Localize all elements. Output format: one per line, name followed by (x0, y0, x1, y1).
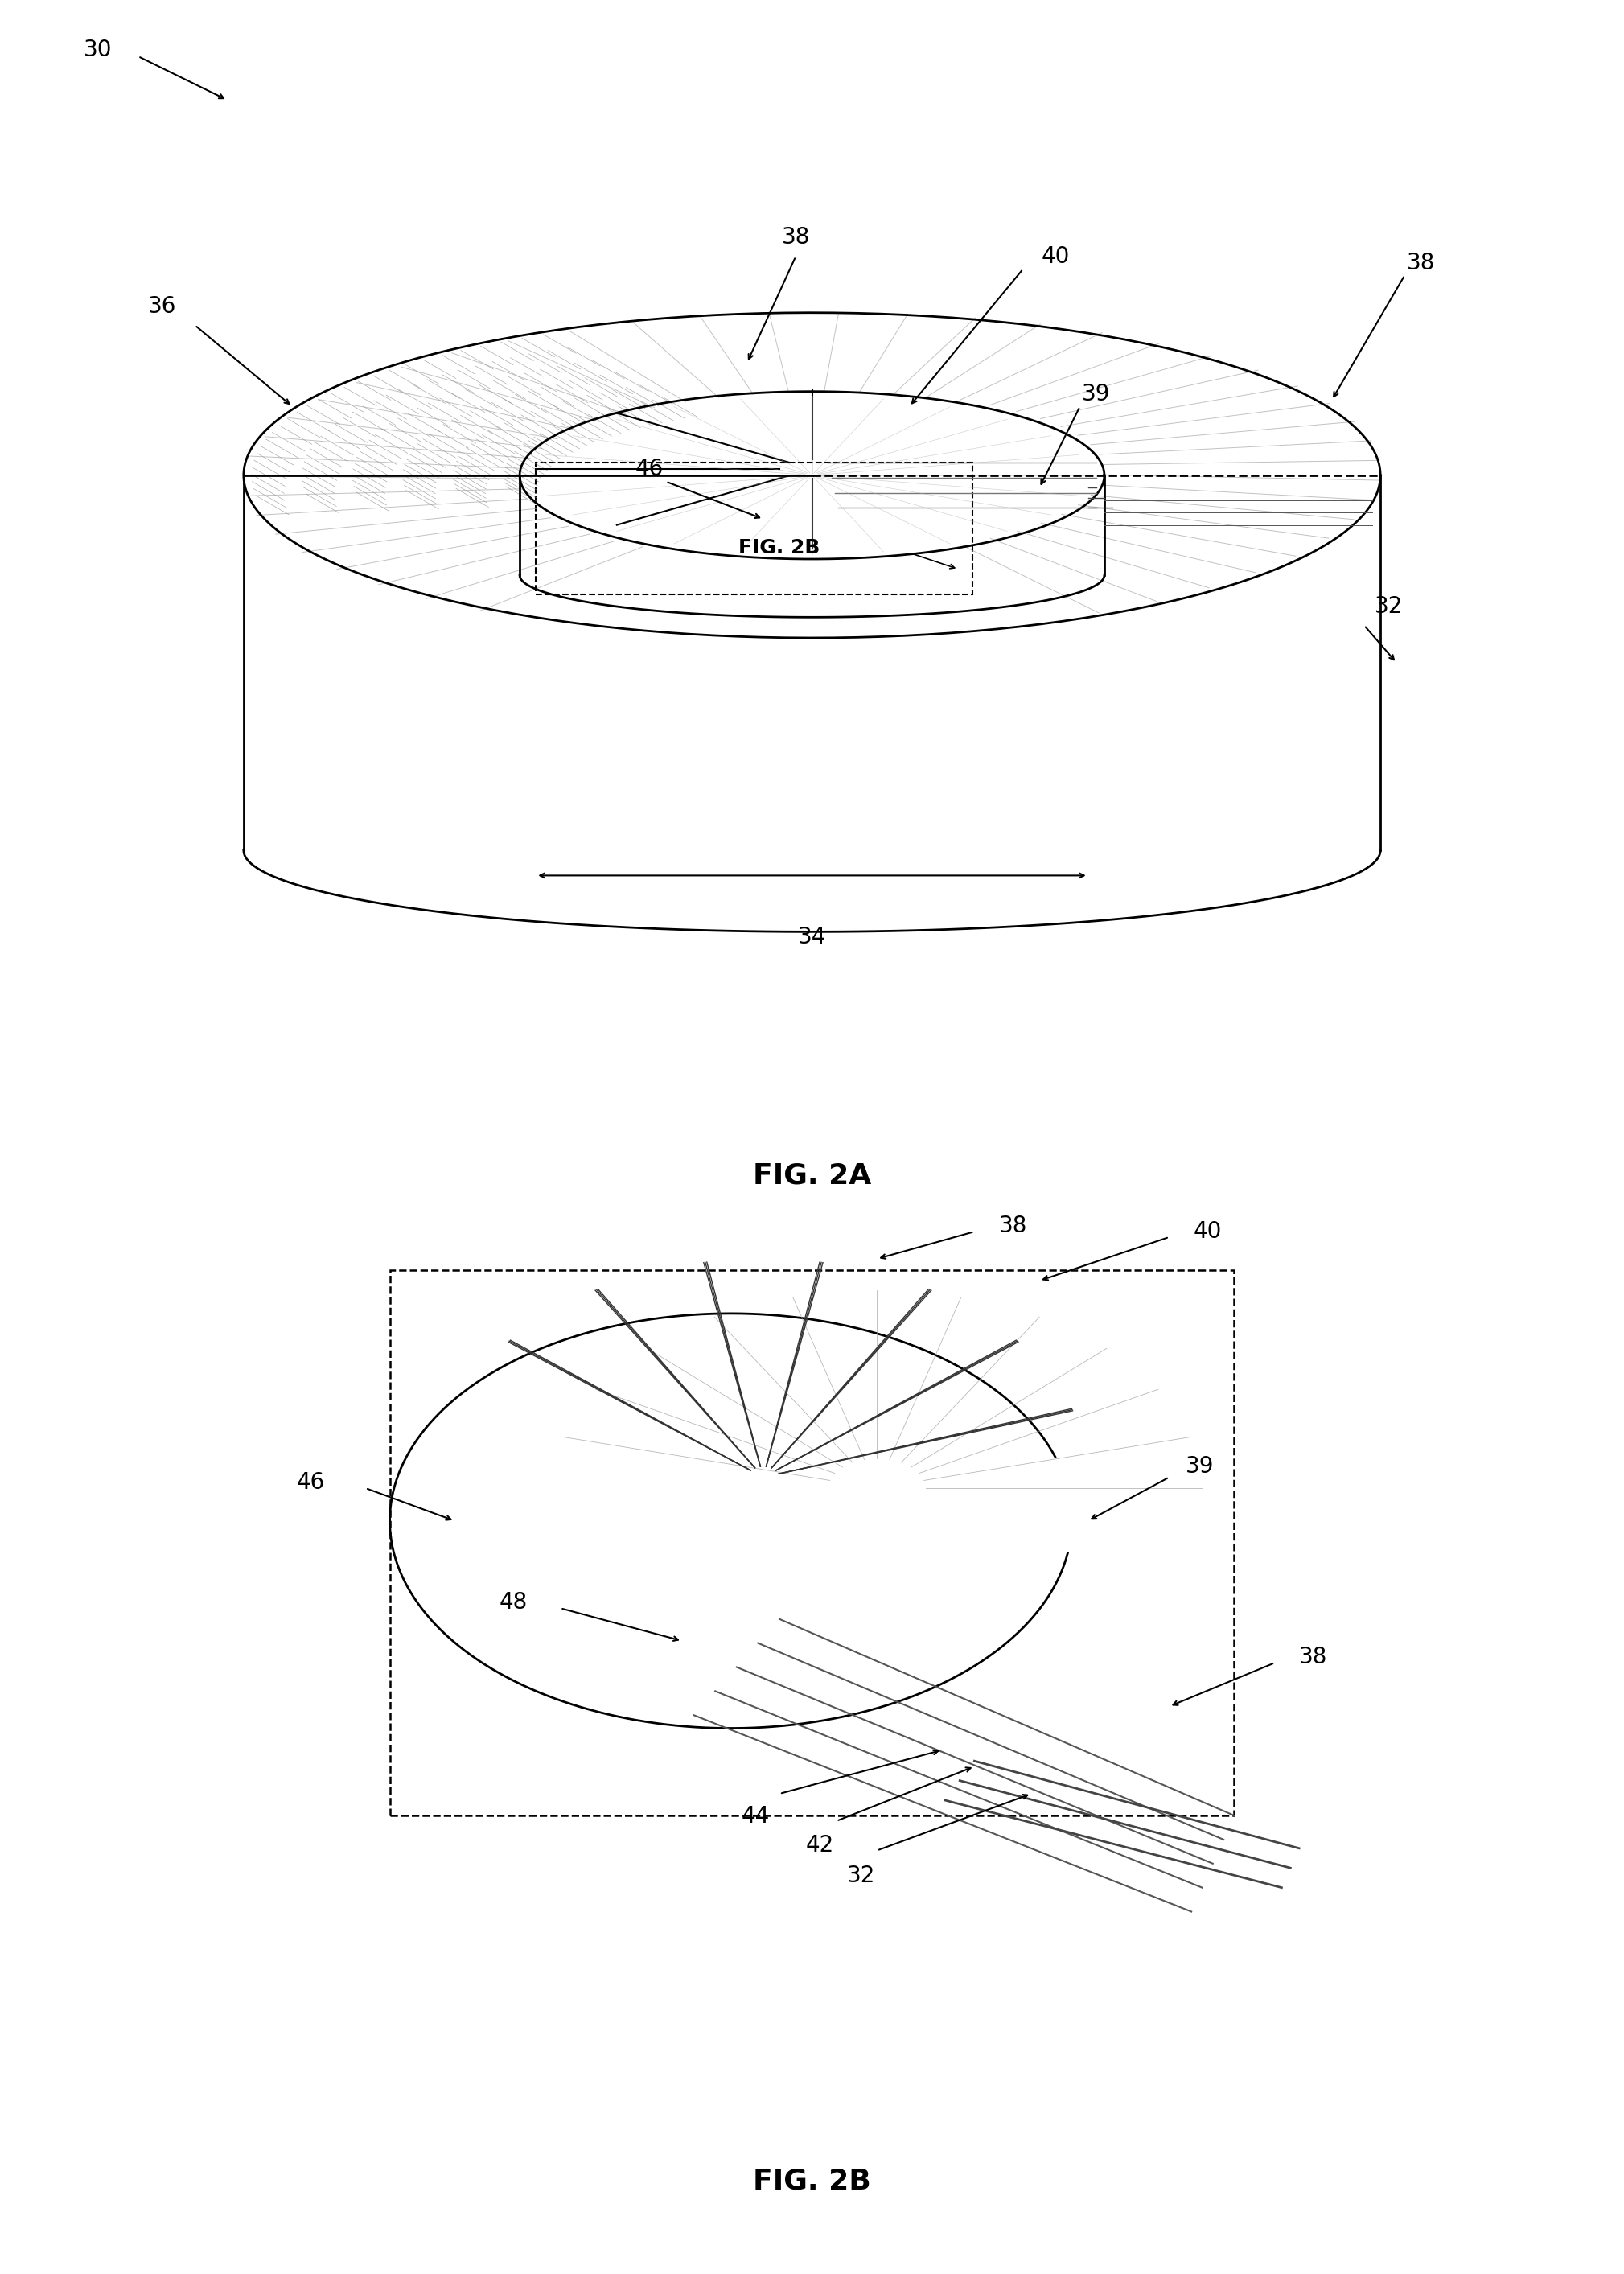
Text: 39: 39 (1186, 1455, 1215, 1478)
Text: 38: 38 (781, 227, 810, 248)
Text: 39: 39 (1082, 382, 1111, 405)
Text: 36: 36 (148, 296, 177, 318)
Text: 46: 46 (635, 457, 664, 480)
Text: 38: 38 (999, 1214, 1028, 1237)
Text: FIG. 2A: FIG. 2A (754, 1162, 870, 1189)
Text: 30: 30 (83, 39, 112, 61)
Text: 32: 32 (846, 1865, 875, 1887)
Text: 40: 40 (1194, 1221, 1223, 1244)
Text: 38: 38 (1406, 252, 1436, 273)
Text: 46: 46 (297, 1471, 325, 1494)
Text: 40: 40 (1041, 246, 1070, 268)
Text: 32: 32 (1374, 596, 1403, 619)
Text: 42: 42 (806, 1835, 835, 1856)
Text: 38: 38 (1299, 1646, 1328, 1669)
Text: FIG. 2B: FIG. 2B (739, 539, 820, 557)
Text: 44: 44 (741, 1806, 770, 1828)
Text: FIG. 2B: FIG. 2B (754, 2167, 870, 2194)
Text: 34: 34 (797, 926, 827, 948)
Text: 48: 48 (500, 1592, 528, 1615)
